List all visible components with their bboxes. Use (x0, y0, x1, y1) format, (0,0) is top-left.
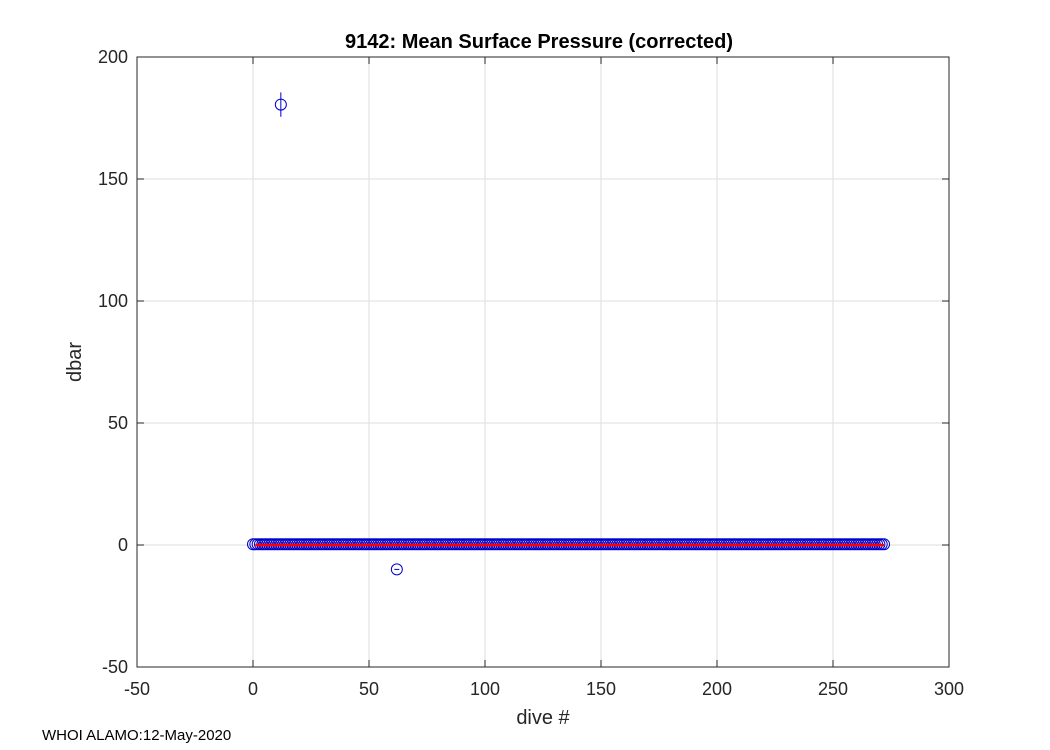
x-tick-label: 300 (934, 679, 964, 699)
x-tick-label: 100 (470, 679, 500, 699)
x-tick-label: 200 (702, 679, 732, 699)
y-axis-label: dbar (64, 342, 86, 382)
x-tick-label: 50 (359, 679, 379, 699)
y-tick-label: -50 (102, 657, 128, 677)
plot-area (137, 57, 949, 667)
x-tick-label: -50 (124, 679, 150, 699)
footer-stamp: WHOI ALAMO:12-May-2020 (42, 727, 231, 744)
y-tick-label: 100 (98, 291, 128, 311)
y-tick-label: 150 (98, 169, 128, 189)
x-tick-label: 250 (818, 679, 848, 699)
chart-title: 9142: Mean Surface Pressure (corrected) (345, 31, 733, 53)
x-axis-label: dive # (516, 707, 570, 729)
y-tick-label: 50 (108, 413, 128, 433)
y-tick-label: 0 (118, 535, 128, 555)
x-tick-label: 0 (248, 679, 258, 699)
chart: -50 0 50 100 150 200 250 300 -50 0 50 100 150 200 914… (0, 0, 1050, 750)
y-tick-label: 200 (98, 47, 128, 67)
x-tick-label: 150 (586, 679, 616, 699)
